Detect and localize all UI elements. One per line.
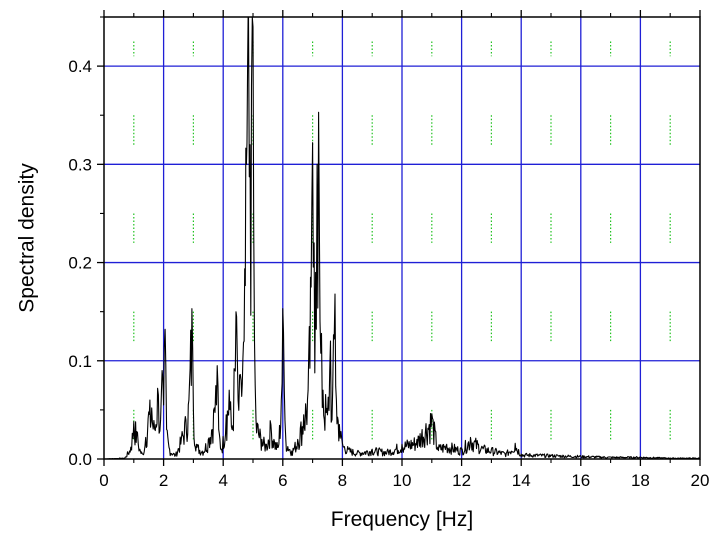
y-tick-label: 0.0 (68, 450, 92, 469)
series-line (104, 16, 701, 460)
x-tick-label: 16 (571, 471, 590, 490)
x-axis-title: Frequency [Hz] (331, 508, 473, 531)
y-tick-label: 0.3 (68, 155, 92, 174)
x-tick-label: 10 (393, 471, 412, 490)
y-axis-title: Spectral density (15, 163, 38, 313)
y-tick-label: 0.2 (68, 254, 92, 273)
x-tick-label: 20 (691, 471, 710, 490)
major-grid (104, 17, 700, 459)
x-axis-ticks (103, 10, 701, 466)
x-tick-label: 12 (452, 471, 471, 490)
y-tick-label: 0.4 (68, 57, 92, 76)
x-axis-tick-labels: 0 2 4 6 8 10 12 14 16 18 20 (99, 471, 709, 490)
x-tick-label: 2 (159, 471, 168, 490)
x-tick-label: 18 (631, 471, 650, 490)
x-tick-label: 6 (278, 471, 287, 490)
y-tick-label: 0.1 (68, 352, 92, 371)
y-axis-ticks (97, 16, 104, 460)
x-tick-label: 14 (512, 471, 531, 490)
x-tick-label: 8 (338, 471, 347, 490)
series-layer (104, 16, 701, 460)
y-axis-tick-labels: 0.0 0.1 0.2 0.3 0.4 (68, 57, 92, 469)
x-tick-label: 0 (99, 471, 108, 490)
x-tick-label: 4 (218, 471, 227, 490)
